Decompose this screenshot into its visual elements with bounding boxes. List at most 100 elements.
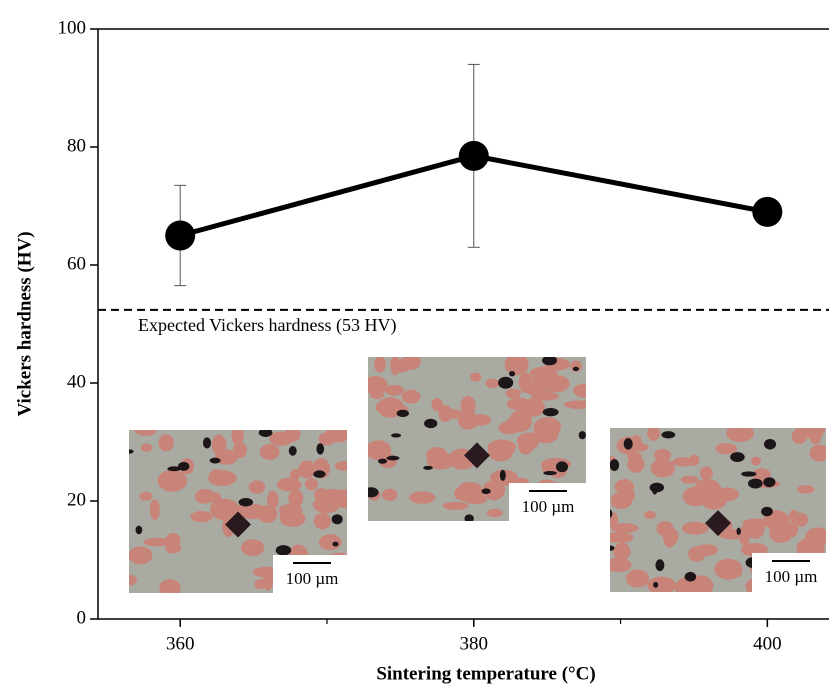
grain — [604, 558, 631, 572]
pore — [423, 466, 433, 470]
grain — [277, 478, 302, 492]
scale-label: 100 µm — [522, 497, 575, 516]
grain — [214, 477, 224, 485]
grain — [471, 414, 491, 425]
y-tick-label: 20 — [67, 489, 86, 510]
pore — [464, 514, 473, 522]
pore — [556, 461, 568, 472]
scale-label: 100 µm — [765, 567, 818, 586]
grain — [746, 519, 764, 539]
grain — [158, 434, 173, 451]
pore — [624, 438, 633, 449]
pore — [661, 431, 675, 438]
grain — [159, 579, 180, 597]
grain — [267, 491, 279, 510]
marker — [165, 221, 195, 251]
pore — [125, 449, 134, 453]
grain — [611, 523, 638, 533]
grain — [370, 391, 384, 399]
grain — [506, 388, 521, 398]
x-tick-label: 360 — [166, 633, 195, 654]
grain — [797, 485, 814, 493]
reference-label: Expected Vickers hardness (53 HV) — [138, 315, 397, 336]
grain — [613, 543, 630, 561]
grain — [285, 426, 301, 442]
pore — [203, 437, 211, 448]
grain — [314, 488, 329, 502]
grain — [288, 489, 303, 507]
grain — [792, 429, 807, 444]
grain — [751, 457, 761, 466]
grain — [657, 521, 674, 536]
grain — [334, 489, 357, 508]
grain — [810, 445, 830, 462]
grain — [487, 509, 503, 517]
pore — [498, 377, 513, 389]
grain — [564, 400, 594, 409]
pore — [313, 470, 325, 477]
pore — [277, 547, 288, 552]
pore — [764, 439, 776, 449]
grain — [496, 446, 515, 454]
pore — [543, 408, 559, 416]
grain — [573, 384, 596, 398]
pore — [482, 488, 491, 494]
grain — [305, 478, 318, 490]
grain — [121, 575, 137, 586]
pore — [685, 572, 697, 582]
grain — [700, 466, 713, 480]
grain — [385, 385, 404, 396]
pore — [136, 526, 143, 535]
pore — [741, 471, 756, 476]
grain — [365, 440, 391, 460]
pore — [332, 514, 343, 524]
pore — [573, 367, 579, 371]
grain — [524, 379, 550, 397]
grain — [260, 444, 280, 460]
pore — [761, 507, 773, 517]
pore — [610, 459, 620, 471]
grain — [682, 522, 709, 535]
grain — [409, 491, 435, 503]
pore — [653, 582, 658, 588]
pore — [364, 487, 379, 497]
chart: Sintering temperature (°C) Vickers hardn… — [0, 0, 830, 689]
pore — [748, 479, 763, 489]
pore — [210, 458, 221, 464]
grain — [392, 359, 412, 372]
pore — [391, 433, 401, 437]
grain — [190, 511, 212, 522]
pore — [178, 462, 189, 471]
grain — [499, 421, 520, 434]
pore — [608, 510, 613, 518]
grain — [382, 489, 397, 501]
marker — [752, 197, 782, 227]
grain — [714, 559, 742, 580]
y-tick-label: 100 — [58, 17, 87, 38]
pore — [606, 545, 615, 550]
pore — [332, 542, 338, 547]
grain — [789, 510, 799, 523]
pore — [509, 371, 515, 376]
grain — [319, 534, 342, 550]
grain — [716, 443, 738, 454]
grain — [314, 513, 331, 530]
pore — [386, 456, 399, 461]
grain — [695, 544, 718, 556]
grain — [335, 461, 358, 471]
grain — [233, 442, 247, 458]
grain — [249, 480, 266, 493]
pore — [239, 498, 253, 507]
grain — [150, 499, 160, 520]
grain — [325, 426, 350, 442]
grain — [128, 546, 152, 564]
grain — [431, 398, 442, 411]
grain — [644, 511, 656, 519]
grain — [444, 409, 462, 419]
grain — [611, 492, 632, 509]
y-axis-label: Vickers hardness (HV) — [14, 231, 35, 416]
pore — [397, 410, 409, 417]
grain — [615, 479, 634, 494]
grain — [505, 354, 529, 376]
grain — [212, 434, 227, 455]
